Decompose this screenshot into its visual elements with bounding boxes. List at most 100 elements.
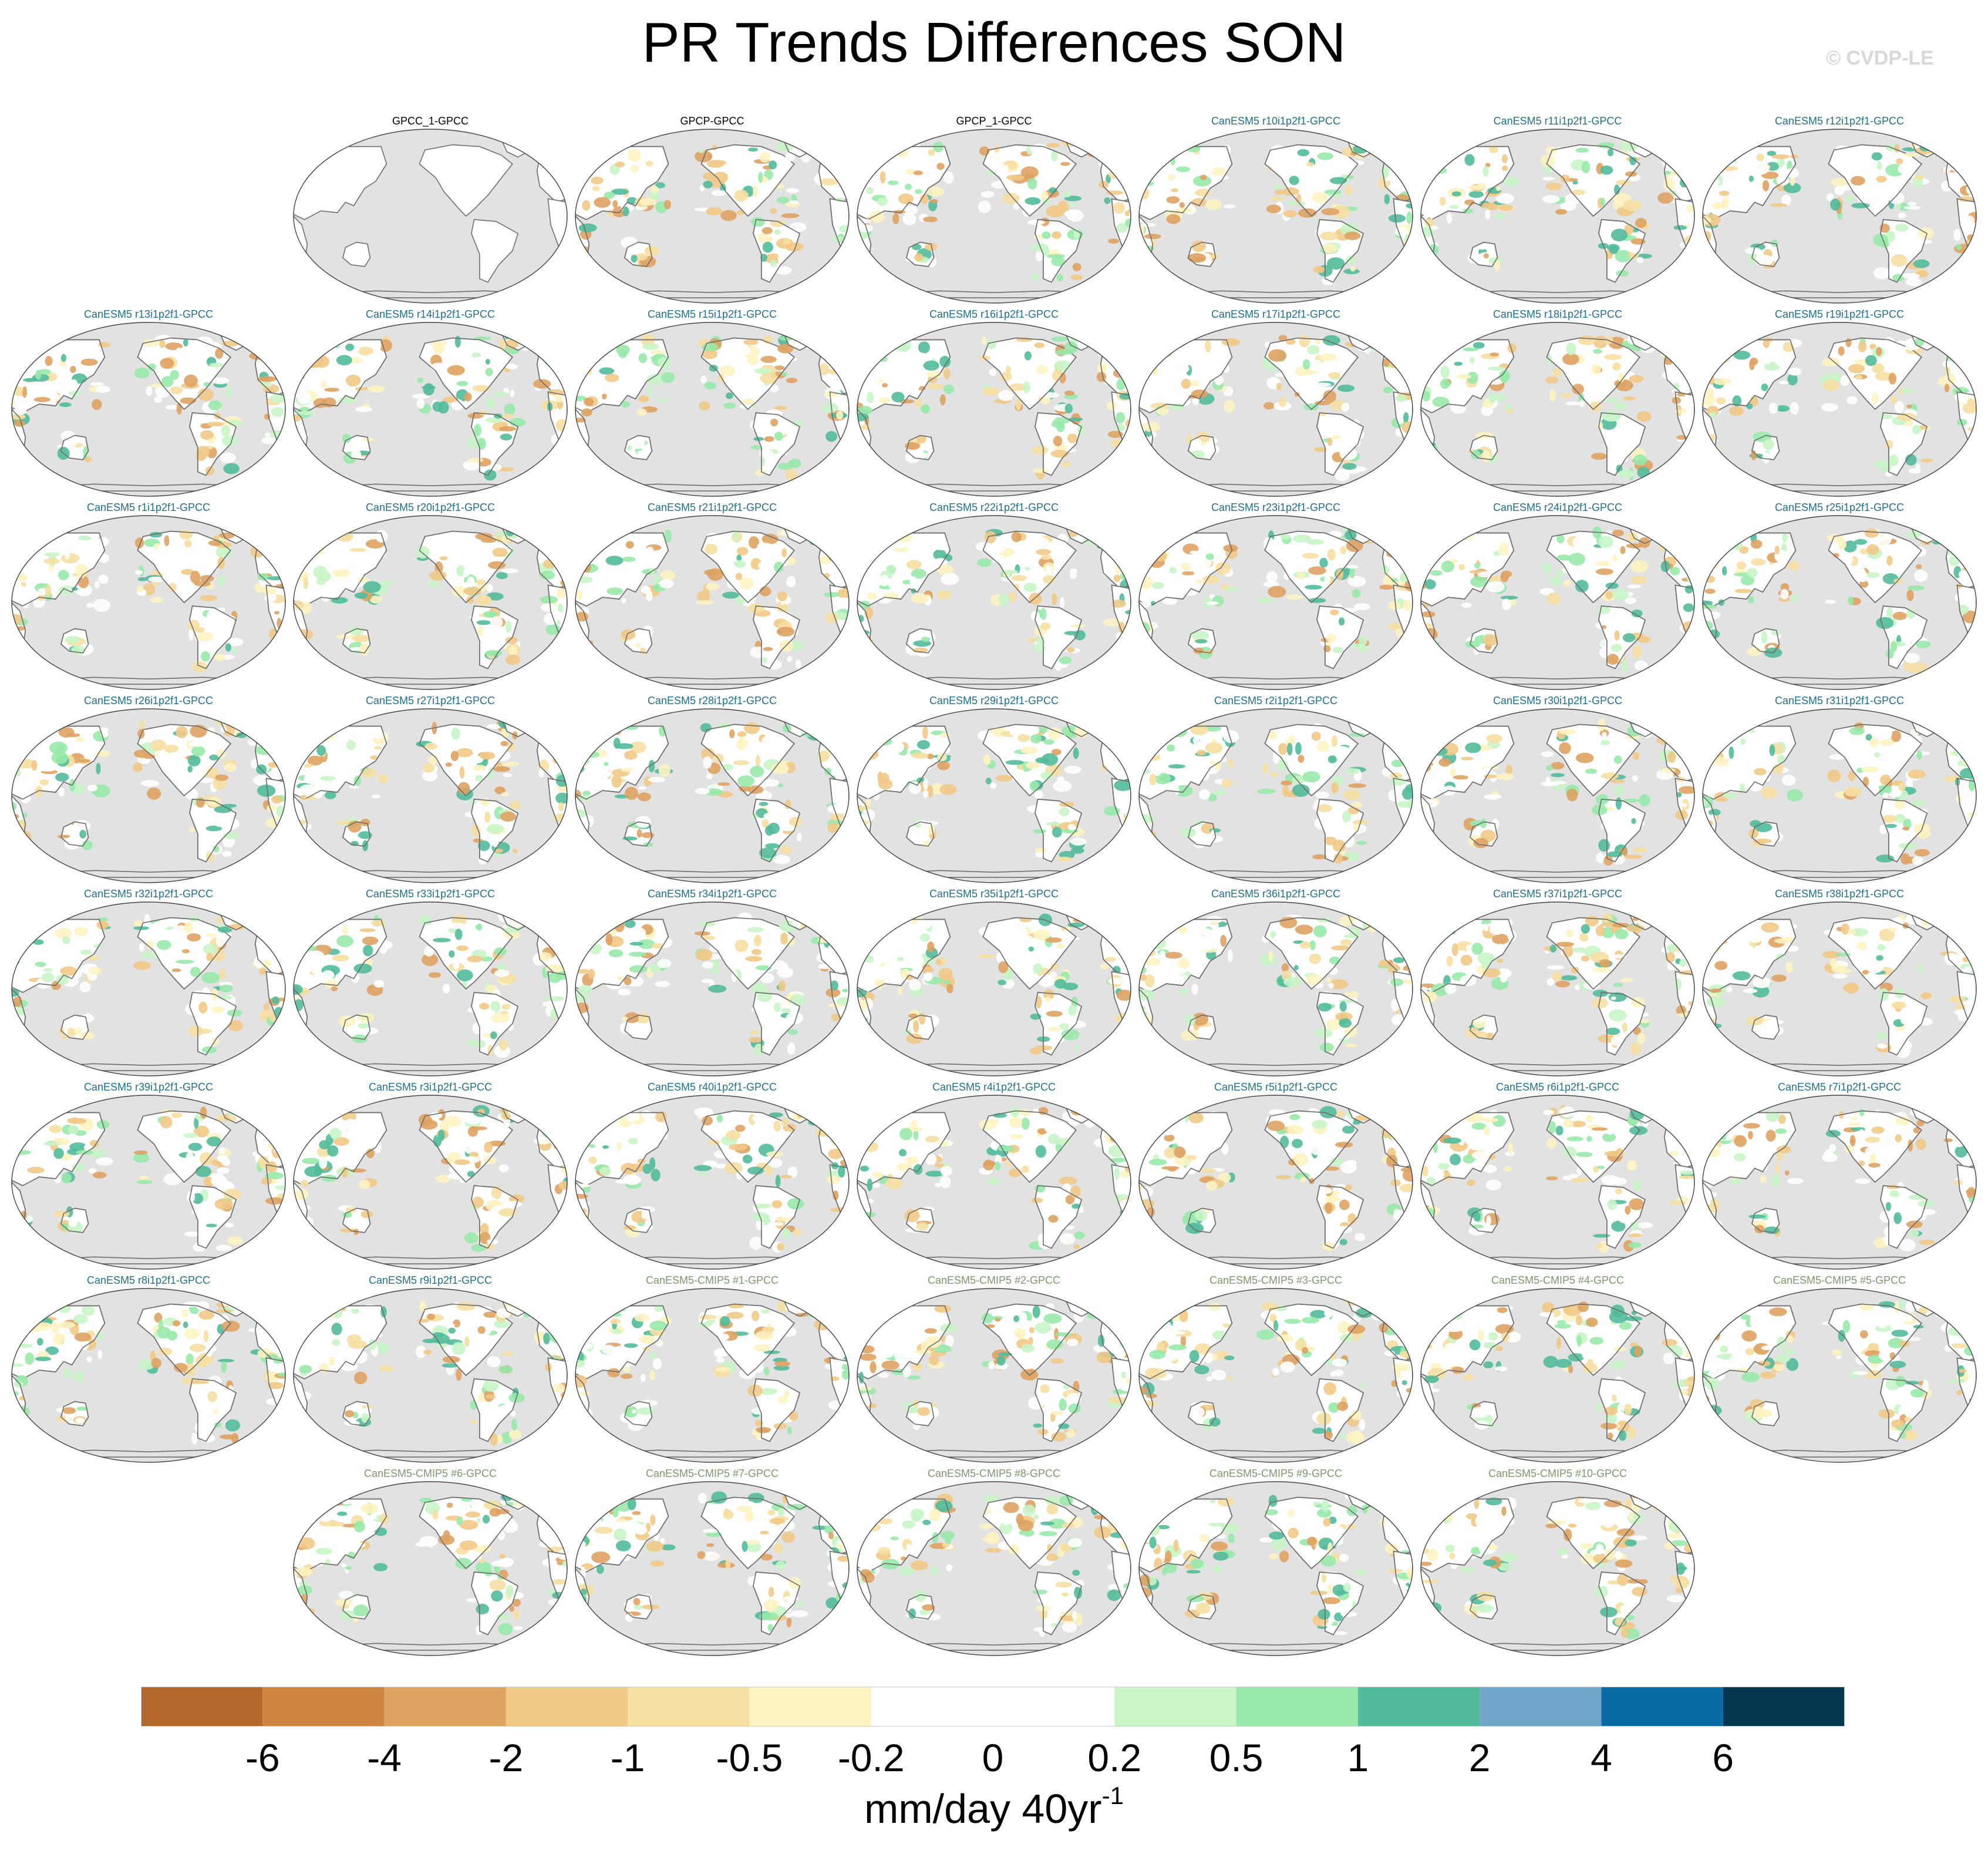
trend-patch	[1195, 944, 1212, 951]
trend-patch	[428, 972, 441, 978]
trend-patch	[1612, 588, 1629, 601]
trend-patch	[994, 543, 1006, 554]
trend-patch	[1326, 1018, 1342, 1030]
trend-patch	[65, 635, 80, 644]
trend-patch	[727, 580, 740, 589]
panel-title: CanESM5 r18i1p2f1-GPCC	[1492, 308, 1623, 320]
trend-patch	[370, 755, 378, 760]
trend-patch	[1438, 758, 1451, 767]
trend-patch	[1337, 384, 1355, 392]
trend-patch	[1864, 572, 1880, 578]
trend-patch	[1332, 435, 1341, 440]
trend-patch	[298, 386, 305, 391]
trend-patch	[1605, 397, 1619, 402]
trend-patch	[556, 345, 567, 352]
trend-patch	[1423, 214, 1430, 218]
trend-patch	[1848, 770, 1856, 781]
coastline-samerica	[1316, 799, 1364, 863]
trend-patch	[477, 625, 483, 637]
trend-patch	[1103, 618, 1121, 627]
trend-patch	[336, 355, 352, 366]
trend-patch	[612, 200, 618, 208]
trend-patch	[1195, 580, 1208, 584]
trend-patch	[1610, 779, 1625, 783]
trend-patch	[1343, 268, 1360, 274]
trend-patch	[1033, 829, 1047, 833]
trend-patch	[709, 160, 726, 166]
coastline-samerica	[753, 412, 801, 476]
trend-patch	[1292, 784, 1310, 797]
trend-patch	[630, 164, 639, 173]
trend-patch	[221, 435, 238, 447]
trend-patch	[499, 1039, 508, 1051]
trend-patch	[562, 378, 567, 389]
trend-patch	[1424, 918, 1434, 930]
trend-patch	[901, 157, 910, 162]
trend-patch	[1421, 445, 1435, 457]
trend-patch	[1190, 438, 1202, 447]
trend-patch	[506, 620, 512, 633]
trend-patch	[1834, 186, 1845, 195]
coastline-eurasia	[294, 725, 388, 800]
trend-patch	[1682, 802, 1687, 807]
trend-patch	[1777, 755, 1785, 764]
trend-patch	[575, 395, 587, 402]
trend-patch	[1070, 274, 1083, 281]
trend-patch	[473, 344, 478, 350]
trend-patch	[510, 389, 515, 398]
trend-patch	[1643, 140, 1655, 149]
trend-patch	[779, 356, 797, 362]
trend-patch	[472, 1022, 485, 1035]
trend-patch	[87, 785, 97, 792]
trend-patch	[1139, 950, 1147, 957]
trend-patch	[753, 1044, 764, 1056]
trend-patch	[790, 524, 806, 531]
trend-patch	[1762, 452, 1770, 464]
trend-patch	[1909, 619, 1926, 625]
trend-patch	[97, 923, 107, 930]
trend-patch	[93, 599, 111, 612]
trend-patch	[1732, 724, 1741, 735]
trend-patch	[1733, 351, 1751, 360]
trend-patch	[1886, 555, 1893, 566]
trend-patch	[1895, 224, 1909, 232]
trend-patch	[1490, 352, 1500, 356]
trend-patch	[1052, 826, 1062, 838]
trend-patch	[1263, 364, 1273, 369]
coastline-austral	[624, 1014, 653, 1040]
trend-patch	[737, 775, 754, 787]
trend-patch	[584, 548, 599, 552]
trend-patch	[1054, 360, 1072, 372]
trend-patch	[1444, 982, 1457, 994]
trend-patch	[717, 782, 730, 786]
trend-patch	[629, 741, 646, 753]
trend-patch	[1397, 160, 1413, 171]
coastline-austral	[60, 821, 89, 847]
trend-patch	[734, 560, 746, 568]
trend-patch	[723, 925, 739, 936]
trend-patch	[530, 334, 536, 339]
trend-patch	[1276, 760, 1288, 770]
trend-patch	[133, 961, 151, 970]
trend-patch	[933, 549, 946, 560]
trend-patch	[443, 984, 450, 994]
trend-patch	[704, 382, 716, 390]
trend-patch	[776, 226, 787, 230]
trend-patch	[1384, 194, 1390, 204]
trend-patch	[373, 980, 385, 988]
coastline-eurasia	[575, 532, 669, 607]
trend-patch	[16, 537, 22, 543]
panel-title: CanESM5 r2i1p2f1-GPCC	[1214, 695, 1338, 706]
trend-patch	[1045, 822, 1061, 826]
trend-patch	[1215, 175, 1229, 180]
trend-patch	[467, 1007, 480, 1013]
trend-patch	[1298, 755, 1305, 763]
trend-patch	[1562, 353, 1579, 365]
trend-patch	[506, 364, 518, 370]
trend-patch	[737, 912, 753, 923]
trend-patch	[1400, 358, 1409, 362]
trend-patch	[150, 383, 162, 388]
trend-patch	[801, 143, 814, 155]
trend-patch	[1046, 565, 1052, 573]
coastline-austral	[1469, 821, 1498, 847]
